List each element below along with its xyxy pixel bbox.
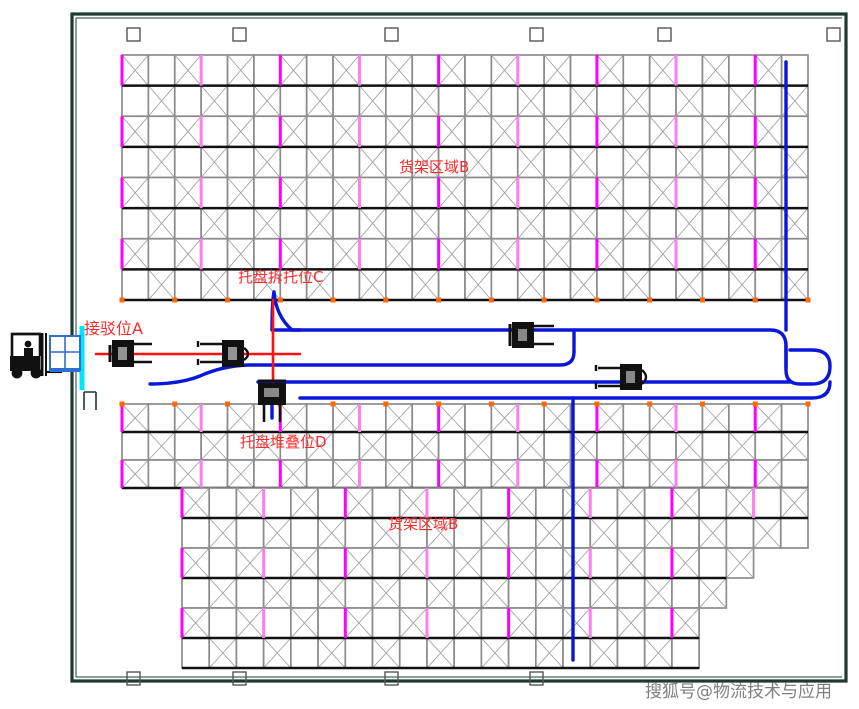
label-destack-position-c: 托盘拆托位C bbox=[238, 268, 323, 286]
column-markers-top bbox=[126, 27, 841, 42]
rack-area-b-upper bbox=[119, 54, 811, 303]
agv-at-stack-position-d bbox=[258, 379, 286, 422]
label-rack-area-b-upper: 货架区域B bbox=[399, 158, 469, 176]
agv-upper-aisle bbox=[508, 322, 554, 348]
agv-lower-aisle bbox=[594, 364, 648, 390]
dock-door-outline bbox=[83, 391, 97, 410]
rack-area-b-middle bbox=[119, 401, 811, 490]
label-rack-area-b-lower: 货架区域B bbox=[388, 515, 458, 533]
agv-mid-aisle bbox=[196, 340, 250, 367]
agv-at-dock bbox=[108, 340, 152, 367]
column-markers-bottom bbox=[126, 671, 544, 686]
manual-forklift-with-pallet bbox=[10, 332, 81, 379]
label-docking-position-a: 接驳位A bbox=[84, 319, 143, 338]
pallet-cage bbox=[49, 335, 81, 372]
watermark: 搜狐号@物流技术与应用 bbox=[645, 682, 832, 702]
rack-area-b-lower bbox=[180, 487, 809, 670]
label-stack-position-d: 托盘堆叠位D bbox=[240, 433, 327, 451]
